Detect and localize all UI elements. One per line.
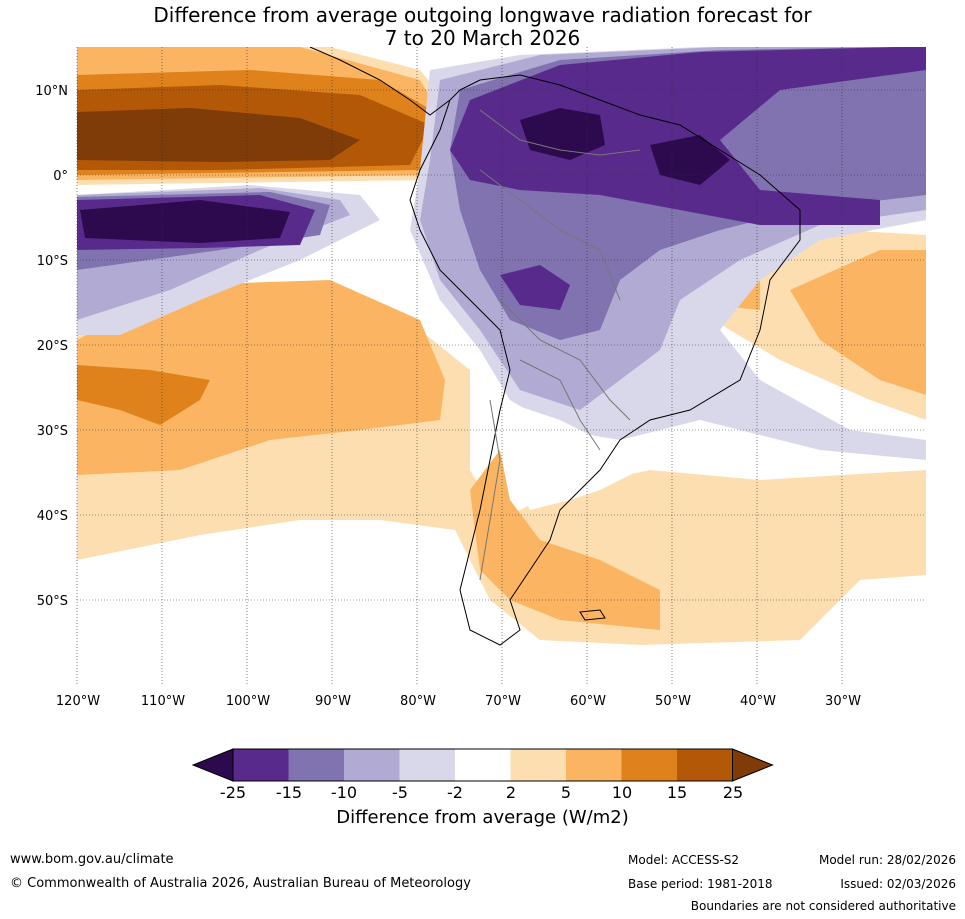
lon-label: 80°W xyxy=(400,694,436,709)
colorbar-tick: 5 xyxy=(561,783,571,802)
colorbar-tick: -10 xyxy=(331,783,357,802)
latitude-labels: 10°N 0° 10°S 20°S 30°S 40°S 50°S xyxy=(35,84,68,609)
colorbar-tick: 10 xyxy=(612,783,632,802)
colorbar-swatch xyxy=(399,749,455,781)
negative-anomaly-region-amazon-core-2 xyxy=(650,135,730,185)
colorbar-swatch xyxy=(455,749,511,781)
lon-label: 110°W xyxy=(141,694,185,709)
longitude-labels: 120°W 110°W 100°W 90°W 80°W 70°W 60°W 50… xyxy=(56,694,861,709)
positive-anomaly-region-pacific-med xyxy=(77,280,445,475)
positive-anomaly-region-north-pacific-max xyxy=(77,108,360,162)
lon-label: 70°W xyxy=(485,694,521,709)
model-run-text: Model run: 28/02/2026 xyxy=(818,853,956,867)
lat-label: 10°S xyxy=(37,254,68,269)
colorbar-swatch xyxy=(233,749,289,781)
lat-label: 30°S xyxy=(37,424,68,439)
colorbar-tick: 15 xyxy=(667,783,687,802)
negative-anomaly-region-pacific-5 xyxy=(80,200,290,243)
base-period-text: Base period: 1981-2018 xyxy=(628,877,773,891)
graticule xyxy=(76,47,926,685)
colorbar-swatch xyxy=(677,749,733,781)
negative-anomaly-region-interior xyxy=(500,265,570,310)
lon-label: 60°W xyxy=(570,694,606,709)
negative-anomaly-region-amazon-core xyxy=(520,108,605,160)
model-text: Model: ACCESS-S2 xyxy=(628,853,740,867)
colorbar-label: Difference from average (W/m2) xyxy=(336,807,629,828)
colorbar-tick: -15 xyxy=(276,783,302,802)
colorbar-swatches xyxy=(191,748,774,782)
colorbar-swatch xyxy=(621,749,677,781)
lon-label: 90°W xyxy=(315,694,351,709)
lon-label: 100°W xyxy=(226,694,270,709)
falklands-coastline xyxy=(579,609,606,621)
disclaimer-text: Boundaries are not considered authoritat… xyxy=(690,899,956,913)
positive-anomaly-region-atlantic-east xyxy=(790,250,926,395)
colorbar-arrow-left xyxy=(191,748,234,782)
copyright-text: © Commonwealth of Australia 2026, Austra… xyxy=(10,876,471,891)
colorbar-tick: 25 xyxy=(723,783,743,802)
chart-title: Difference from average outgoing longwav… xyxy=(0,4,965,50)
lon-label: 120°W xyxy=(56,694,100,709)
website-link[interactable]: www.bom.gov.au/climate xyxy=(10,852,174,867)
colorbar-swatch xyxy=(510,749,566,781)
title-line-2: 7 to 20 March 2026 xyxy=(384,26,581,50)
lon-label: 50°W xyxy=(655,694,691,709)
title-line-1: Difference from average outgoing longwav… xyxy=(153,3,812,27)
issued-text: Issued: 02/03/2026 xyxy=(840,877,956,891)
south-america-coastline xyxy=(409,74,801,646)
lon-label: 40°W xyxy=(740,694,776,709)
colorbar-swatch xyxy=(288,749,344,781)
colorbar-border xyxy=(232,748,733,782)
colorbar-swatch xyxy=(344,749,400,781)
anomaly-field xyxy=(77,47,926,685)
lat-label: 20°S xyxy=(37,339,68,354)
colorbar-tick: -5 xyxy=(392,783,408,802)
colorbar-tick: 2 xyxy=(506,783,516,802)
lat-label: 50°S xyxy=(37,594,68,609)
negative-anomaly-region-south-america-4 xyxy=(450,47,926,225)
colorbar-arrow-right xyxy=(732,748,774,782)
colorbar-ticks: -25 -15 -10 -5 -2 2 5 10 15 25 xyxy=(220,783,743,802)
colorbar-swatch xyxy=(566,749,622,781)
lat-label: 0° xyxy=(53,169,68,184)
colorbar-tick: -2 xyxy=(447,783,463,802)
positive-anomaly-region-pacific-strong xyxy=(77,365,210,425)
lon-label: 30°W xyxy=(825,694,861,709)
lat-label: 40°S xyxy=(37,509,68,524)
colorbar-tick: -25 xyxy=(220,783,246,802)
neutral-region-southern-cone xyxy=(500,400,640,510)
lat-label: 10°N xyxy=(35,84,68,99)
positive-anomaly-region-patagonia xyxy=(470,450,660,630)
